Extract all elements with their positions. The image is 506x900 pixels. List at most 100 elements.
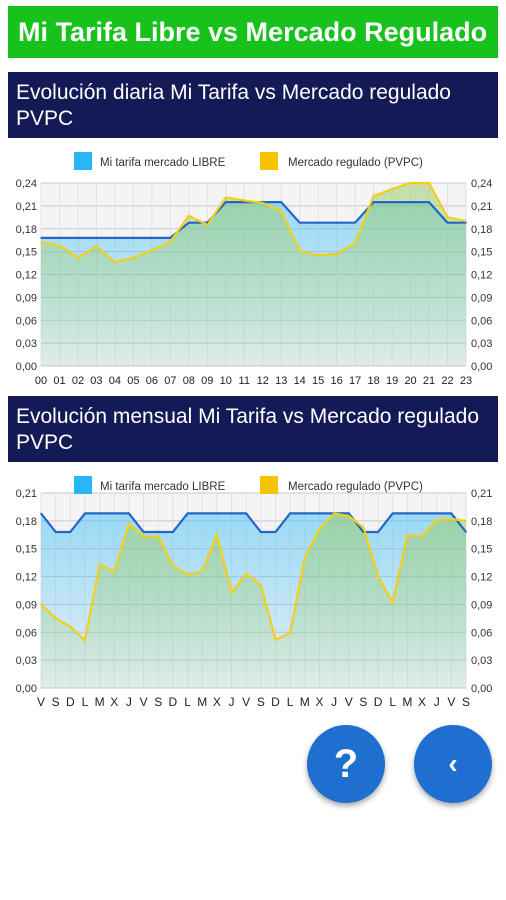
- y-tick-label-right: 0,06: [471, 627, 492, 639]
- pvpc-point: [289, 632, 291, 635]
- pvpc-point: [280, 210, 283, 213]
- y-tick-label-left: 0,00: [16, 361, 37, 373]
- y-tick-label-left: 0,15: [16, 247, 37, 259]
- libre-point: [172, 531, 174, 533]
- libre-point: [186, 512, 189, 515]
- pvpc-point: [142, 535, 145, 538]
- x-tick-label: L: [82, 695, 89, 709]
- daily-chart: 0,00 0,00 0,03 0,03 0,06 0,06 0,09 0,09 0,12 0,12…: [16, 152, 492, 387]
- libre-point: [206, 221, 209, 224]
- pvpc-point: [40, 603, 42, 606]
- x-tick-label: L: [287, 695, 294, 709]
- x-tick-label: 01: [53, 375, 65, 387]
- libre-point: [114, 237, 116, 239]
- x-tick-label: D: [374, 695, 383, 709]
- pvpc-point: [303, 557, 306, 559]
- pvpc-point: [260, 584, 262, 586]
- libre-point: [280, 201, 283, 203]
- pvpc-point: [354, 242, 356, 245]
- y-tick-label-left: 0,21: [16, 488, 37, 500]
- x-tick-label: X: [110, 695, 118, 709]
- libre-point: [84, 512, 86, 515]
- libre-point: [128, 512, 130, 515]
- x-tick-label: 16: [331, 375, 343, 387]
- y-tick-label-right: 0,24: [471, 178, 492, 190]
- legend-label-libre: Mi tarifa mercado LIBRE: [100, 481, 226, 493]
- pvpc-point: [77, 256, 79, 259]
- y-tick-label-left: 0,06: [16, 627, 37, 639]
- y-tick-label-right: 0,18: [471, 224, 492, 236]
- x-tick-label: V: [242, 695, 250, 709]
- pvpc-point: [318, 528, 321, 531]
- pvpc-point: [201, 570, 204, 572]
- libre-point: [260, 531, 262, 533]
- libre-point: [391, 512, 394, 515]
- y-tick-label-right: 0,00: [471, 683, 492, 695]
- libre-point: [169, 237, 172, 239]
- pvpc-point: [172, 564, 174, 567]
- libre-point: [446, 221, 449, 224]
- pvpc-point: [206, 224, 209, 226]
- y-tick-label-left: 0,03: [16, 655, 37, 667]
- libre-point: [245, 512, 247, 515]
- y-tick-label-right: 0,15: [471, 544, 492, 556]
- pvpc-point: [465, 220, 467, 222]
- x-tick-label: X: [315, 695, 323, 709]
- libre-point: [318, 512, 321, 515]
- pvpc-point: [347, 515, 350, 518]
- pvpc-point: [157, 535, 160, 538]
- pvpc-point: [58, 244, 61, 247]
- libre-point: [132, 237, 135, 239]
- y-tick-label-left: 0,18: [16, 516, 37, 528]
- libre-point: [362, 531, 365, 533]
- daily-section-title: Evolución diaria Mi Tarifa vs Mercado re…: [8, 72, 498, 138]
- libre-point: [77, 237, 79, 239]
- libre-point: [335, 221, 338, 224]
- libre-point: [428, 201, 430, 203]
- libre-point: [95, 237, 98, 239]
- x-tick-label: S: [154, 695, 162, 709]
- x-tick-label: 06: [146, 375, 158, 387]
- libre-point: [54, 531, 57, 533]
- x-tick-label: 03: [90, 375, 102, 387]
- libre-point: [465, 221, 467, 224]
- x-tick-label: J: [434, 695, 440, 709]
- x-tick-label: 14: [294, 375, 306, 387]
- y-tick-label-left: 0,21: [16, 201, 37, 213]
- app-header: Mi Tarifa Libre vs Mercado Regulado: [8, 6, 498, 58]
- pvpc-point: [113, 571, 116, 573]
- pvpc-point: [465, 520, 467, 522]
- help-button[interactable]: ?: [307, 725, 385, 803]
- x-tick-label: 22: [441, 375, 453, 387]
- y-tick-label-right: 0,12: [471, 572, 492, 584]
- pvpc-point: [362, 526, 365, 529]
- back-button[interactable]: ‹: [414, 725, 492, 803]
- x-tick-label: M: [402, 695, 412, 709]
- pvpc-line: [40, 181, 467, 264]
- legend-label-pvpc: Mercado regulado (PVPC): [288, 157, 423, 169]
- y-tick-label-right: 0,09: [471, 599, 492, 611]
- pvpc-point: [335, 253, 338, 255]
- libre-point: [421, 512, 423, 515]
- x-tick-label: J: [229, 695, 235, 709]
- pvpc-point: [84, 639, 86, 642]
- x-tick-label: 21: [423, 375, 435, 387]
- libre-point: [40, 237, 42, 239]
- x-tick-label: S: [462, 695, 470, 709]
- libre-point: [435, 512, 438, 515]
- x-tick-label: D: [169, 695, 178, 709]
- pvpc-point: [391, 188, 393, 190]
- y-tick-label-right: 0,03: [471, 338, 492, 350]
- x-tick-label: M: [300, 695, 310, 709]
- libre-point: [347, 512, 350, 515]
- x-tick-label: J: [126, 695, 132, 709]
- pvpc-point: [317, 254, 319, 257]
- libre-point: [40, 512, 42, 515]
- legend-swatch-pvpc: [260, 476, 278, 494]
- libre-point: [298, 221, 301, 224]
- x-tick-label: 13: [275, 375, 287, 387]
- legend-swatch-pvpc: [260, 152, 278, 170]
- pvpc-point: [409, 182, 412, 184]
- pvpc-point: [261, 202, 264, 204]
- libre-point: [142, 531, 145, 533]
